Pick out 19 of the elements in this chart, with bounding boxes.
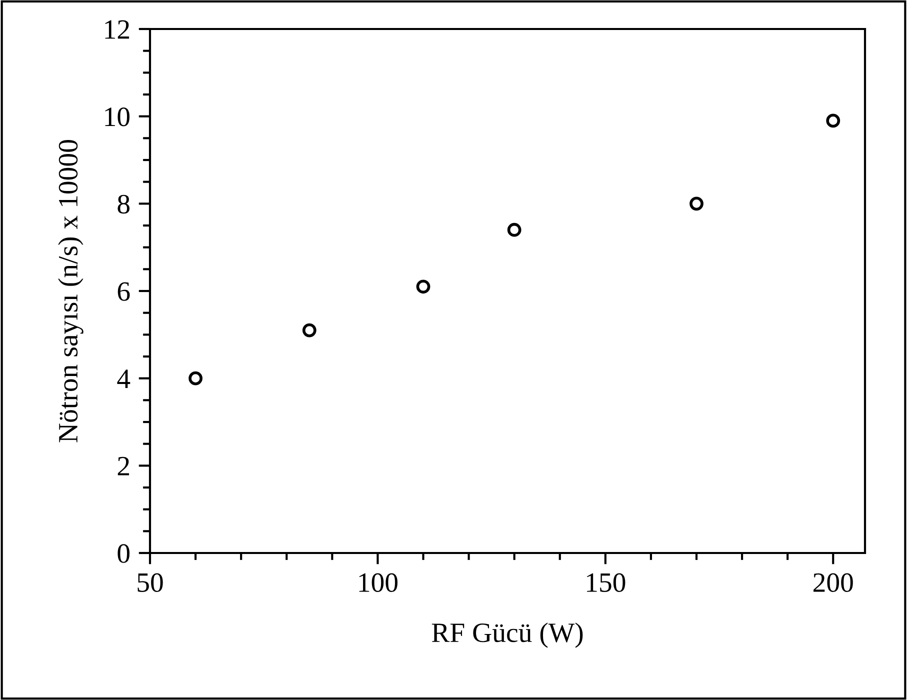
y-axis-title: Nötron sayısı (n/s) x 10000 [58,140,84,442]
y-tick-label: 10 [105,108,130,126]
y-tick-label: 12 [105,20,130,39]
point [302,323,316,338]
point [690,196,704,211]
x-tick-label: 200 [814,573,853,592]
point [188,371,202,386]
y-tick-label: 0 [118,544,130,563]
point [416,280,430,294]
point [826,114,840,128]
x-tick-label: 50 [138,573,163,592]
y-tick-label: 6 [118,282,130,301]
x-tick-label: 100 [359,573,398,592]
point [507,222,522,237]
x-tick-label: 150 [587,573,626,592]
y-tick-label: 8 [118,194,130,214]
x-axis-title: RF Gücü (W) [432,622,583,648]
y-tick-label: 2 [118,456,130,476]
y-tick-label: 4 [117,370,130,388]
